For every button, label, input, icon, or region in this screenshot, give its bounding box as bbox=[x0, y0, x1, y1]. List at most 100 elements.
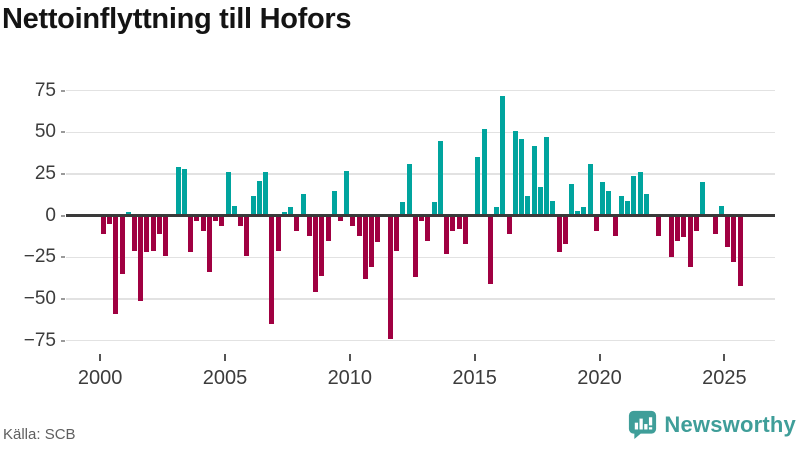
bar-negative bbox=[113, 215, 119, 314]
bar-positive bbox=[281, 212, 287, 216]
y-axis-tick-mark bbox=[61, 298, 65, 301]
bar-positive bbox=[587, 164, 593, 216]
bar-negative bbox=[313, 215, 318, 293]
bar-negative bbox=[693, 215, 699, 231]
bar-negative bbox=[107, 215, 112, 224]
y-axis-tick-label: −75 bbox=[23, 329, 56, 351]
bar-negative bbox=[350, 215, 356, 226]
bar-negative bbox=[206, 215, 212, 273]
bar-negative bbox=[387, 215, 393, 339]
x-axis-tick-mark bbox=[598, 354, 601, 361]
gridline bbox=[66, 298, 775, 300]
x-axis-tick-label: 2025 bbox=[702, 367, 747, 389]
x-axis-tick-label: 2020 bbox=[577, 367, 622, 389]
gridline bbox=[66, 339, 775, 342]
bar-negative bbox=[369, 215, 375, 268]
bar-negative bbox=[681, 215, 687, 238]
newsworthy-logo: Newsworthy bbox=[628, 410, 796, 439]
bar-negative bbox=[362, 215, 368, 279]
bar-positive bbox=[437, 140, 443, 216]
x-axis-tick-mark bbox=[473, 354, 476, 361]
bar-positive bbox=[519, 139, 524, 216]
y-axis-tick-label: 25 bbox=[34, 163, 56, 185]
bar-positive bbox=[225, 172, 231, 216]
bar-positive bbox=[400, 202, 406, 216]
bar-positive bbox=[718, 205, 724, 216]
bar-negative bbox=[687, 215, 693, 268]
bar-positive bbox=[500, 95, 506, 216]
bar-positive bbox=[525, 195, 531, 216]
bar-negative bbox=[612, 215, 618, 236]
bar-negative bbox=[412, 215, 418, 278]
x-axis-tick-mark bbox=[223, 354, 226, 361]
bar-positive bbox=[537, 187, 543, 216]
bar-positive bbox=[700, 182, 705, 216]
x-axis-tick-mark bbox=[99, 354, 102, 361]
y-axis-tick-mark bbox=[61, 256, 65, 259]
bar-positive bbox=[600, 182, 606, 216]
bar-positive bbox=[575, 210, 581, 216]
y-axis-tick-label: 0 bbox=[45, 204, 56, 226]
newsworthy-logo-text: Newsworthy bbox=[664, 411, 796, 437]
gridline bbox=[66, 173, 775, 175]
bar-negative bbox=[737, 215, 743, 286]
bar-positive bbox=[231, 205, 237, 216]
bar-positive bbox=[637, 172, 643, 216]
y-axis-tick-mark bbox=[61, 214, 65, 217]
bar-positive bbox=[625, 200, 631, 216]
bar-negative bbox=[725, 215, 730, 248]
bar-negative bbox=[338, 215, 343, 221]
bar-negative bbox=[656, 215, 662, 236]
newsworthy-logo-icon bbox=[629, 410, 657, 439]
bar-negative bbox=[462, 215, 468, 244]
bar-negative bbox=[156, 215, 162, 234]
bar-positive bbox=[256, 180, 262, 216]
bar-positive bbox=[568, 184, 574, 216]
bar-negative bbox=[163, 215, 169, 256]
bar-negative bbox=[356, 215, 362, 236]
bar-positive bbox=[263, 172, 268, 216]
bar-negative bbox=[188, 215, 194, 253]
bar-negative bbox=[319, 215, 325, 276]
x-axis-tick-label: 2005 bbox=[202, 367, 248, 389]
bar-negative bbox=[375, 215, 381, 243]
bar-negative bbox=[100, 215, 106, 234]
bar-negative bbox=[456, 215, 462, 229]
bar-negative bbox=[506, 215, 512, 234]
bar-negative bbox=[487, 215, 493, 284]
bar-negative bbox=[394, 215, 400, 251]
bar-positive bbox=[250, 195, 256, 216]
bar-negative bbox=[556, 215, 562, 253]
bar-negative bbox=[325, 215, 331, 241]
bar-negative bbox=[712, 215, 718, 234]
bar-negative bbox=[731, 215, 737, 263]
y-axis-tick-label: 50 bbox=[34, 121, 56, 143]
bar-positive bbox=[631, 175, 637, 216]
bar-positive bbox=[512, 130, 518, 216]
x-axis-tick-label: 2015 bbox=[452, 367, 497, 389]
bar-negative bbox=[425, 215, 431, 241]
bar-negative bbox=[238, 215, 244, 226]
bar-positive bbox=[431, 202, 437, 216]
source-note: Källa: SCB bbox=[3, 426, 76, 443]
x-axis-tick-label: 2010 bbox=[327, 367, 373, 389]
bar-positive bbox=[125, 212, 131, 216]
bar-positive bbox=[181, 169, 187, 216]
zero-axis-line bbox=[66, 214, 775, 217]
y-axis-tick-mark bbox=[61, 89, 65, 92]
x-axis-tick-mark bbox=[723, 354, 726, 361]
bar-negative bbox=[275, 215, 281, 251]
bar-negative bbox=[562, 215, 568, 244]
bar-negative bbox=[419, 215, 425, 221]
bar-positive bbox=[494, 207, 499, 216]
bar-positive bbox=[481, 129, 487, 216]
bar-negative bbox=[450, 215, 456, 231]
y-axis-tick-label: −25 bbox=[23, 246, 56, 268]
bar-positive bbox=[531, 145, 537, 216]
bar-positive bbox=[550, 200, 556, 216]
y-axis-tick-mark bbox=[61, 173, 65, 176]
bar-negative bbox=[675, 215, 681, 241]
bar-negative bbox=[119, 215, 125, 274]
bar-negative bbox=[294, 215, 300, 231]
